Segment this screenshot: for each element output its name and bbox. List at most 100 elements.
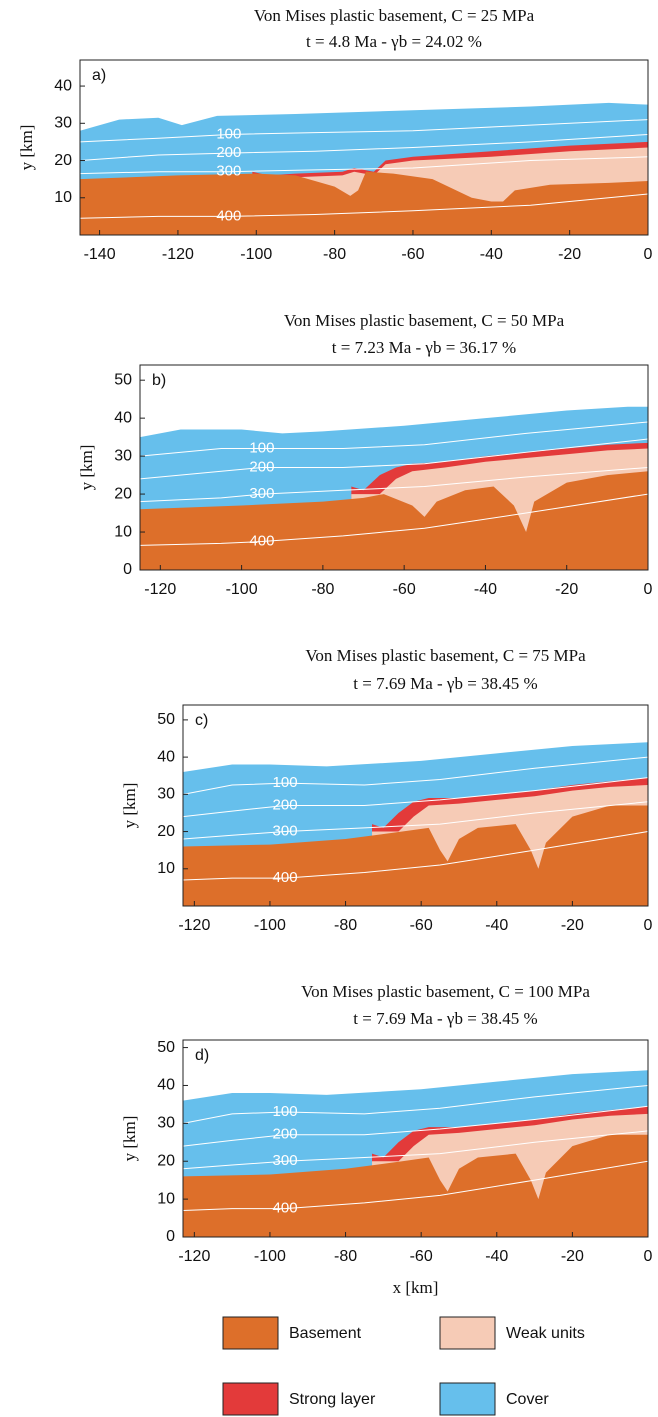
x-tick-label: -140 (84, 246, 116, 263)
axes-frame (139, 364, 649, 571)
x-tick-label: -120 (178, 1248, 210, 1265)
legend-label: Strong layer (289, 1391, 376, 1408)
legend-swatch (222, 1316, 279, 1350)
y-tick-label: 30 (114, 447, 132, 464)
isotherm-label: 200 (273, 1126, 298, 1143)
panel-label: a) (92, 67, 106, 84)
x-tick-label: -80 (334, 917, 357, 934)
x-tick-label: -40 (474, 581, 497, 598)
isotherm-label: 300 (273, 823, 298, 840)
x-tick-label: -80 (323, 246, 346, 263)
y-axis-label: y [km] (77, 445, 96, 491)
x-tick-label: 0 (644, 581, 653, 598)
y-tick-label: 20 (54, 152, 72, 169)
x-tick-label: -100 (226, 581, 258, 598)
legend-label: Cover (506, 1391, 549, 1408)
isotherm (140, 493, 648, 546)
y-axis-label: y [km] (120, 1116, 139, 1162)
y-tick-label: 20 (157, 1152, 175, 1169)
isotherm-label: 100 (249, 439, 274, 456)
y-tick-label: 30 (157, 1115, 175, 1132)
x-tick-label: -120 (144, 581, 176, 598)
plot-area: 100 200 300 400 (183, 1070, 648, 1237)
axes-frame (79, 59, 649, 236)
y-tick-label: 0 (123, 561, 132, 578)
plot-area: 100 200 300 400 (183, 742, 648, 906)
plot-area: 100 200 300 400 (80, 102, 648, 235)
panel-subtitle: t = 7.69 Ma - γb = 38.45 % (353, 1009, 537, 1028)
x-tick-label: -100 (254, 1248, 286, 1265)
y-tick-label: 20 (114, 485, 132, 502)
isotherm (183, 1130, 648, 1170)
layer-area (140, 471, 648, 570)
y-tick-label: 40 (157, 748, 175, 765)
y-tick-label: 20 (157, 823, 175, 840)
isotherm (183, 777, 648, 818)
panel-title: Von Mises plastic basement, C = 25 MPa (254, 6, 535, 25)
legend-swatch (222, 1382, 279, 1416)
legend-label: Weak units (506, 1325, 585, 1342)
plot-area: 100 200 300 400 (140, 406, 648, 570)
x-tick-label: -80 (311, 581, 334, 598)
layer-area (80, 171, 648, 235)
isotherm-label: 100 (273, 1103, 298, 1120)
isotherm-label: 300 (216, 163, 241, 180)
isotherm-label: 200 (216, 144, 241, 161)
y-tick-label: 50 (114, 371, 132, 388)
x-tick-label: -120 (178, 917, 210, 934)
isotherm-label: 400 (216, 207, 241, 224)
isotherm (140, 467, 648, 503)
y-tick-label: 30 (54, 115, 72, 132)
y-tick-label: 0 (166, 1228, 175, 1245)
isotherm (183, 1160, 648, 1211)
isotherm-label: 100 (216, 125, 241, 142)
axes-frame (182, 704, 649, 907)
x-tick-label: -20 (558, 246, 581, 263)
legend-swatch (439, 1382, 496, 1416)
x-tick-label: 0 (644, 246, 653, 263)
isotherm-label: 100 (273, 774, 298, 791)
x-tick-label: 0 (644, 917, 653, 934)
isotherm-label: 200 (249, 458, 274, 475)
isotherm-label: 400 (273, 1200, 298, 1217)
isotherm (140, 438, 648, 480)
layer-area (183, 1134, 648, 1237)
legend-swatch (439, 1316, 496, 1350)
x-tick-label: -60 (410, 1248, 433, 1265)
panel-label: d) (195, 1047, 209, 1064)
isotherm-label: 400 (249, 532, 274, 549)
x-tick-label: -40 (485, 917, 508, 934)
x-tick-label: -20 (555, 581, 578, 598)
x-tick-label: -100 (254, 917, 286, 934)
panel-subtitle: t = 7.69 Ma - γb = 38.45 % (353, 674, 537, 693)
x-tick-label: -40 (480, 246, 503, 263)
isotherm-label: 200 (273, 796, 298, 813)
y-tick-label: 40 (157, 1077, 175, 1094)
legend-label: Basement (289, 1325, 362, 1342)
isotherm (140, 421, 648, 457)
x-tick-label: -60 (410, 917, 433, 934)
y-tick-label: 10 (114, 523, 132, 540)
y-axis-label: y [km] (120, 783, 139, 829)
x-tick-label: -80 (334, 1248, 357, 1265)
y-tick-label: 40 (114, 409, 132, 426)
x-axis-label: x [km] (393, 1278, 439, 1297)
isotherm (80, 156, 648, 175)
y-axis-label: y [km] (17, 125, 36, 171)
x-tick-label: -20 (561, 1248, 584, 1265)
isotherm (80, 119, 648, 143)
isotherm (183, 1084, 648, 1124)
panel-subtitle: t = 7.23 Ma - γb = 36.17 % (332, 338, 516, 357)
isotherm (183, 801, 648, 840)
isotherm-label: 300 (273, 1152, 298, 1169)
panel-label: b) (152, 372, 166, 389)
isotherm (183, 1105, 648, 1147)
x-tick-label: -120 (162, 246, 194, 263)
isotherm (80, 193, 648, 219)
y-tick-label: 10 (54, 189, 72, 206)
y-tick-label: 50 (157, 711, 175, 728)
isotherm (80, 133, 648, 162)
panel-label: c) (195, 712, 208, 729)
x-tick-label: -60 (393, 581, 416, 598)
